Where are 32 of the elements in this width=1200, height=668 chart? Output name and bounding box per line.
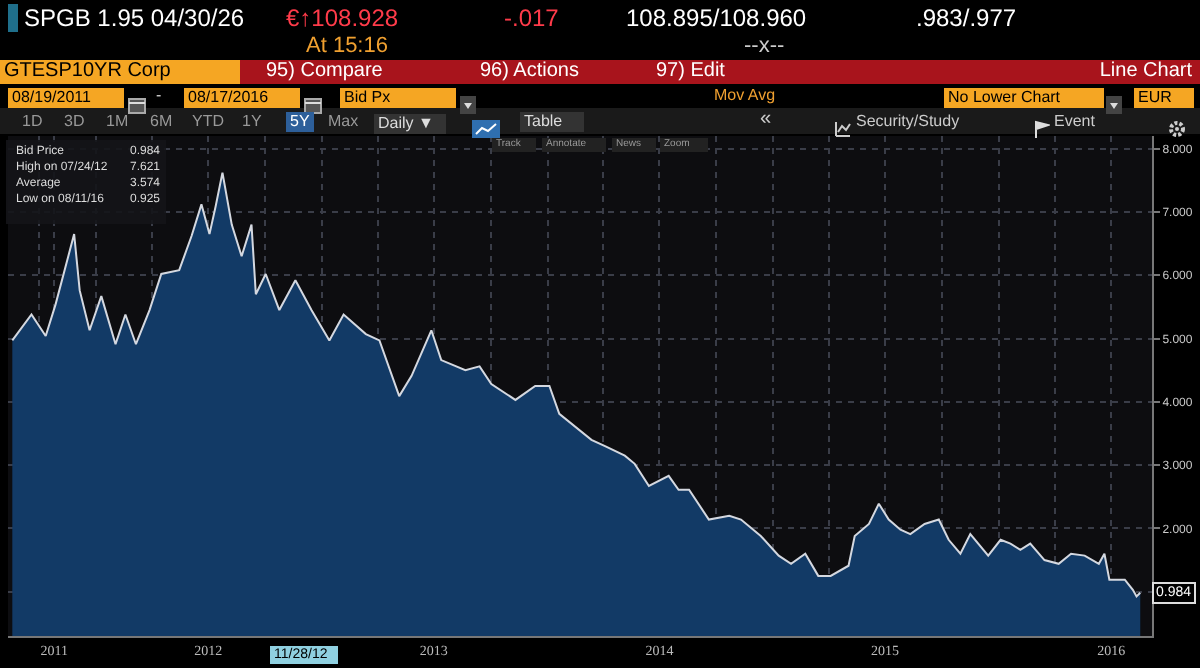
text: Line Chart	[1097, 60, 1192, 82]
text: At 15:16	[306, 34, 388, 58]
text: 6M	[150, 112, 173, 130]
text: 96) Actions	[480, 60, 579, 82]
text: Security/Study	[856, 112, 960, 130]
text: --x--	[744, 34, 785, 58]
text: -.017	[504, 4, 559, 32]
text: €↑108.928	[286, 4, 399, 32]
text: 1Y	[242, 112, 262, 130]
text: 3D	[64, 112, 85, 130]
text: -	[156, 86, 162, 104]
text: 08/17/2016	[184, 88, 300, 108]
text: YTD	[192, 112, 224, 130]
text: No Lower Chart	[944, 88, 1104, 108]
text: 5Y	[286, 112, 314, 132]
text: EUR	[1134, 88, 1194, 108]
text: SPGB 1.95 04/30/26	[24, 4, 245, 32]
text: Bid Px	[340, 88, 456, 108]
text: .983/.977	[916, 4, 1017, 32]
text: GTESP10YR Corp	[0, 60, 240, 84]
text: 1D	[22, 112, 43, 130]
text: 108.895/108.960	[626, 4, 807, 32]
text: 95) Compare	[266, 60, 383, 82]
text: Max	[328, 112, 359, 130]
text: Mov Avg	[714, 86, 776, 104]
text: Table	[520, 112, 584, 132]
text: 97) Edit	[656, 60, 725, 82]
text: «	[760, 108, 772, 130]
text: 1M	[106, 112, 129, 130]
text: 08/19/2011	[8, 88, 124, 108]
text: Event	[1054, 112, 1095, 130]
text: Daily ▼	[374, 114, 446, 134]
